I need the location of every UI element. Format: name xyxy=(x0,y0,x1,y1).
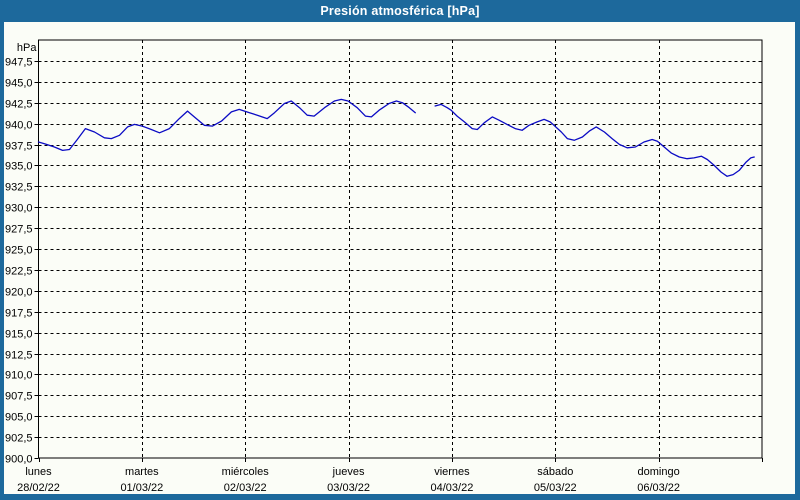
x-day-label: sábado xyxy=(537,466,573,478)
pressure-line-segment xyxy=(37,98,416,152)
x-date-label: 01/03/22 xyxy=(120,482,163,494)
y-axis-unit-label: hPa xyxy=(17,42,37,54)
y-tick-label: 942,5 xyxy=(5,99,33,111)
y-tick-label: 945,0 xyxy=(5,78,33,90)
pressure-line-segment xyxy=(434,103,755,177)
y-tick-label: 920,0 xyxy=(5,287,33,299)
y-tick-label: 940,0 xyxy=(5,120,33,132)
y-tick-label: 947,5 xyxy=(5,57,33,69)
x-day-label: domingo xyxy=(638,466,680,478)
y-tick-label: 930,0 xyxy=(5,203,33,215)
y-tick-label: 932,5 xyxy=(5,182,33,194)
y-tick-label: 927,5 xyxy=(5,224,33,236)
y-tick-label: 900,0 xyxy=(5,454,33,466)
x-date-label: 06/03/22 xyxy=(637,482,680,494)
pressure-plot: 947,5 945,0 942,5 940,0 937,5 935,0 932,5 930,0… xyxy=(5,39,763,494)
chart-title: Presión atmosférica [hPa] xyxy=(320,4,480,18)
y-tick-label: 935,0 xyxy=(5,161,33,173)
y-tick-label: 907,5 xyxy=(5,391,33,403)
chart-title-bar: Presión atmosférica [hPa] xyxy=(0,0,800,22)
x-date-label: 05/03/22 xyxy=(534,482,577,494)
x-day-label: viernes xyxy=(434,466,470,478)
x-day-label: miércoles xyxy=(222,466,270,478)
y-tick-label: 917,5 xyxy=(5,308,33,320)
chart-panel: 947,5 945,0 942,5 940,0 937,5 935,0 932,5 930,0… xyxy=(4,22,795,494)
y-tick-label: 902,5 xyxy=(5,433,33,445)
x-day-label: martes xyxy=(125,466,159,478)
y-tick-label: 915,0 xyxy=(5,329,33,341)
x-date-label: 02/03/22 xyxy=(224,482,267,494)
y-tick-label: 905,0 xyxy=(5,412,33,424)
x-date-label: 03/03/22 xyxy=(327,482,370,494)
y-tick-label: 922,5 xyxy=(5,266,33,278)
x-date-label: 04/03/22 xyxy=(431,482,474,494)
x-day-label: jueves xyxy=(332,466,365,478)
y-tick-label: 912,5 xyxy=(5,350,33,362)
y-tick-label: 925,0 xyxy=(5,245,33,257)
y-tick-label: 910,0 xyxy=(5,370,33,382)
y-tick-label: 937,5 xyxy=(5,141,33,153)
plot-frame xyxy=(38,39,763,459)
x-day-label: lunes xyxy=(25,466,52,478)
x-date-label: 28/02/22 xyxy=(17,482,60,494)
